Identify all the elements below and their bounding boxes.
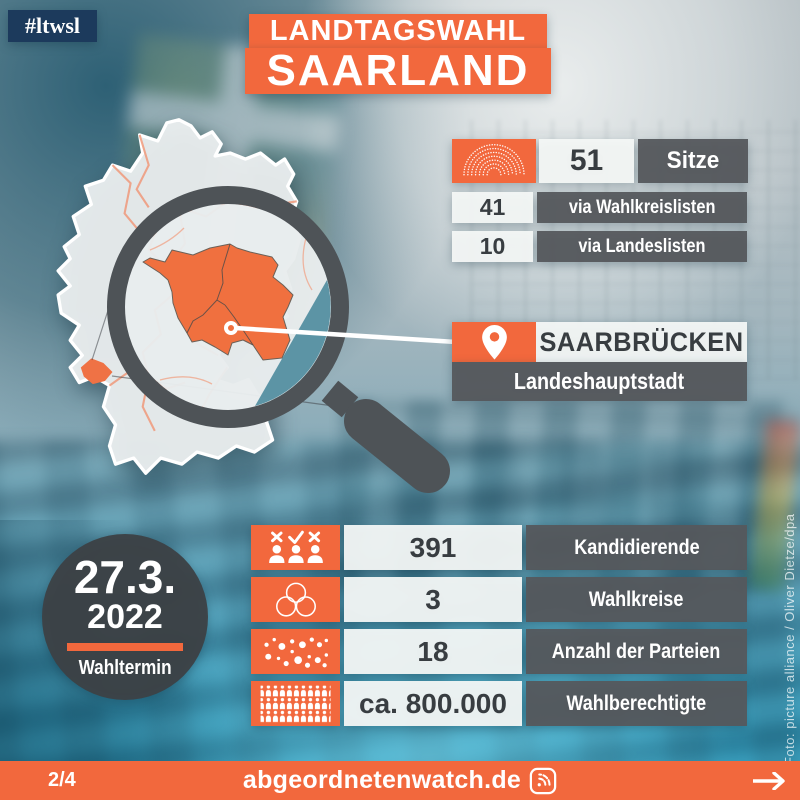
parties-value: 18 bbox=[344, 629, 522, 674]
saarland-small bbox=[80, 358, 113, 385]
stat-row-state-lists: 10 via Landeslisten bbox=[452, 231, 747, 262]
parties-label: Anzahl der Parteien bbox=[526, 629, 747, 674]
candidates-value: 391 bbox=[344, 525, 522, 570]
seats-total-value: 51 bbox=[539, 139, 634, 183]
voters-value: ca. 800.000 bbox=[344, 681, 522, 726]
parliament-seats-icon bbox=[452, 139, 536, 183]
arrow-right-icon bbox=[753, 771, 785, 790]
candidates-label: Kandidierende bbox=[526, 525, 747, 570]
location-pin-icon bbox=[452, 322, 536, 362]
capital-name: SAARBRÜCKEN bbox=[536, 322, 747, 362]
candidates-icon bbox=[251, 525, 340, 570]
fact-row-voters: ca. 800.000 Wahlberechtigte bbox=[251, 681, 747, 726]
election-date-label: Wahltermin bbox=[78, 656, 172, 679]
state-list-seats-value: 10 bbox=[452, 231, 533, 262]
election-day: 27.3. bbox=[73, 551, 177, 604]
abgeordnetenwatch-logo-icon bbox=[529, 767, 557, 794]
districts-icon bbox=[251, 577, 340, 622]
district-list-seats-label: via Wahlkreislisten bbox=[537, 192, 747, 223]
wahlkreis-borders bbox=[186, 243, 254, 346]
voters-icon bbox=[251, 681, 340, 726]
election-year: 2022 bbox=[87, 598, 163, 637]
stat-row-district-lists: 41 via Wahlkreislisten bbox=[452, 192, 747, 223]
election-date-badge: 27.3. 2022 Wahltermin bbox=[42, 534, 208, 700]
magnifier-handle bbox=[344, 399, 450, 493]
title-line1: LANDTAGSWAHL bbox=[249, 14, 547, 49]
districts-label: Wahlkreise bbox=[526, 577, 747, 622]
voters-label: Wahlberechtigte bbox=[526, 681, 747, 726]
capital-subtitle: Landeshauptstadt bbox=[452, 362, 747, 401]
hashtag-label: #ltwsl bbox=[25, 13, 80, 38]
page-indicator: 2/4 bbox=[48, 769, 76, 791]
fact-row-parties: 18 Anzahl der Parteien bbox=[251, 629, 747, 674]
stat-row-seats: 51 Sitze bbox=[452, 139, 748, 183]
parties-icon bbox=[251, 629, 340, 674]
title-line2: SAARLAND bbox=[245, 46, 551, 95]
hashtag-badge[interactable]: #ltwsl bbox=[8, 10, 97, 42]
capital-marker bbox=[224, 321, 238, 335]
fact-row-districts: 3 Wahlkreise bbox=[251, 577, 747, 622]
magnifier-ring bbox=[107, 186, 349, 428]
capital-row: SAARBRÜCKEN bbox=[452, 322, 747, 362]
footer-bar: 2/4 abgeordnetenwatch.de bbox=[0, 761, 800, 800]
site-link[interactable]: abgeordnetenwatch.de bbox=[242, 766, 522, 794]
state-list-seats-label: via Landeslisten bbox=[537, 231, 747, 262]
district-list-seats-value: 41 bbox=[452, 192, 533, 223]
seats-total-label: Sitze bbox=[638, 139, 748, 183]
fact-row-candidates: 391 Kandidierende bbox=[251, 525, 747, 570]
next-page-button[interactable] bbox=[752, 761, 786, 800]
districts-value: 3 bbox=[344, 577, 522, 622]
date-divider bbox=[67, 642, 183, 651]
